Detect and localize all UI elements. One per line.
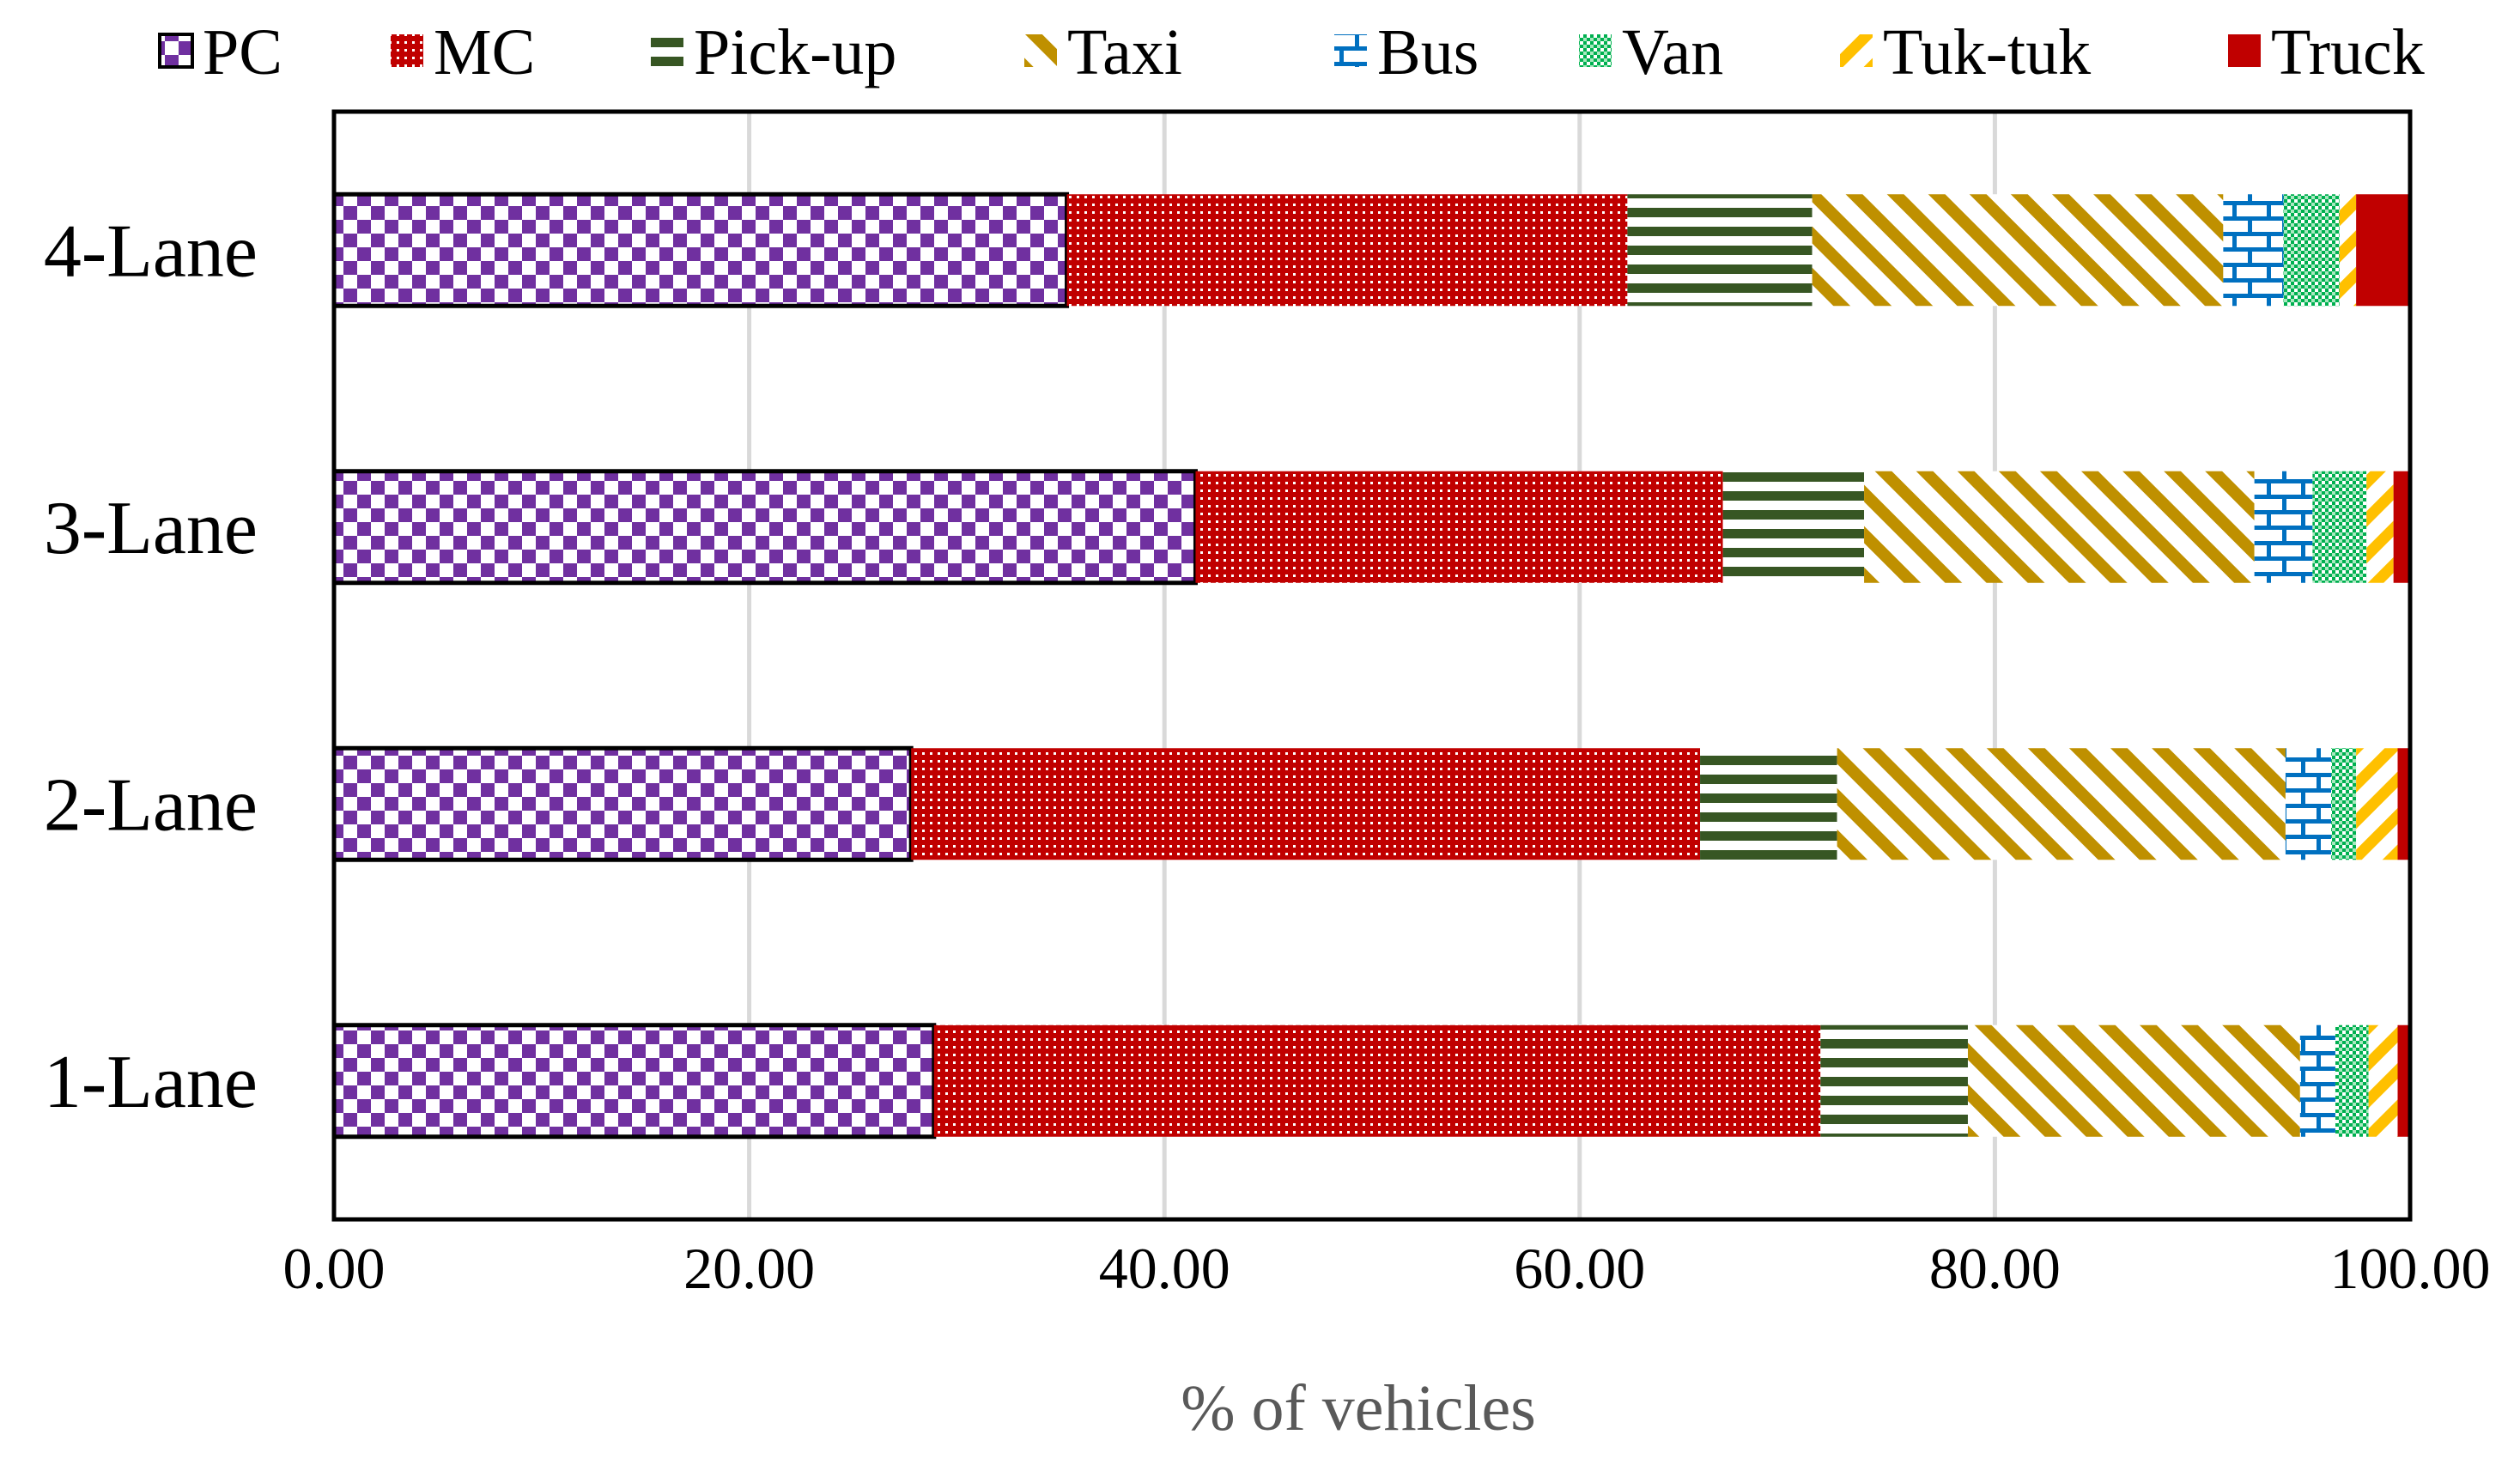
legend-swatch-taxi xyxy=(1024,34,1057,67)
bar-pick-up-1-lane xyxy=(1820,1024,1968,1137)
bar-van-1-lane xyxy=(2335,1024,2369,1137)
legend-label-mc: MC xyxy=(434,16,535,88)
bar-bus-3-lane xyxy=(2254,471,2313,583)
bar-bus-4-lane xyxy=(2223,194,2284,307)
bar-van-4-lane xyxy=(2283,194,2340,307)
x-tick-label-5: 100.00 xyxy=(2330,1236,2491,1301)
x-tick-labels: 0.00 20.00 40.00 60.00 80.00 100.00 xyxy=(283,1236,2491,1301)
category-label-3-lane: 3-Lane xyxy=(44,487,258,570)
bar-taxi-3-lane xyxy=(1864,471,2255,583)
legend-swatch-truck xyxy=(2228,34,2261,67)
bar-pc-1-lane xyxy=(331,1023,937,1140)
bars xyxy=(331,191,2410,1140)
legend-label-taxi: Taxi xyxy=(1067,16,1182,88)
legend-swatch-pick-up xyxy=(651,34,683,67)
bar-mc-2-lane xyxy=(911,748,1701,860)
bar-tuk-tuk-2-lane xyxy=(2356,748,2398,860)
bar-tuk-tuk-1-lane xyxy=(2368,1024,2398,1137)
bar-truck-1-lane xyxy=(2397,1024,2410,1137)
x-tick-label-3: 60.00 xyxy=(1514,1236,1645,1301)
legend-swatch-van xyxy=(1579,34,1612,67)
legend: PC MC Pick-up Taxi Bus Van Tuk-tuk Truck xyxy=(158,16,2425,88)
legend-label-tuk-tuk: Tuk-tuk xyxy=(1883,16,2091,88)
legend-swatch-pc xyxy=(158,33,194,69)
bar-van-2-lane xyxy=(2331,748,2357,860)
bar-mc-3-lane xyxy=(1195,471,1723,583)
legend-label-van: Van xyxy=(1622,16,1723,88)
bar-truck-2-lane xyxy=(2397,748,2410,860)
bar-taxi-2-lane xyxy=(1837,748,2286,860)
legend-label-truck: Truck xyxy=(2271,16,2425,88)
legend-label-bus: Bus xyxy=(1377,16,1479,88)
bar-pc-4-lane xyxy=(331,191,1070,308)
legend-label-pc: PC xyxy=(203,16,282,88)
bar-bus-1-lane xyxy=(2299,1024,2335,1137)
x-tick-label-1: 20.00 xyxy=(683,1236,815,1301)
bar-pick-up-2-lane xyxy=(1700,748,1837,860)
legend-swatch-mc xyxy=(391,34,423,67)
category-label-1-lane: 1-Lane xyxy=(44,1041,258,1124)
legend-label-pick-up: Pick-up xyxy=(694,16,896,88)
bar-tuk-tuk-4-lane xyxy=(2339,194,2357,307)
bar-tuk-tuk-3-lane xyxy=(2366,471,2394,583)
bar-van-3-lane xyxy=(2312,471,2367,583)
x-tick-label-0: 0.00 xyxy=(283,1236,386,1301)
bar-pick-up-3-lane xyxy=(1722,471,1865,583)
legend-swatch-bus xyxy=(1334,34,1367,67)
bar-pick-up-4-lane xyxy=(1627,194,1813,307)
legend-swatch-tuk-tuk xyxy=(1840,34,1873,67)
x-tick-label-2: 40.00 xyxy=(1099,1236,1230,1301)
bar-pc-3-lane xyxy=(331,469,1198,586)
x-tick-label-4: 80.00 xyxy=(1929,1236,2061,1301)
bar-bus-2-lane xyxy=(2285,748,2332,860)
x-axis-title: % of vehicles xyxy=(1181,1372,1536,1444)
bar-taxi-4-lane xyxy=(1812,194,2224,307)
bar-pc-2-lane xyxy=(331,745,914,862)
category-label-4-lane: 4-Lane xyxy=(44,210,258,293)
bar-truck-3-lane xyxy=(2393,471,2410,583)
bar-mc-1-lane xyxy=(933,1024,1821,1137)
bar-taxi-1-lane xyxy=(1967,1024,2300,1137)
bar-mc-4-lane xyxy=(1066,194,1628,307)
category-labels: 4-Lane 3-Lane 2-Lane 1-Lane xyxy=(44,210,258,1124)
category-label-2-lane: 2-Lane xyxy=(44,763,258,847)
bar-truck-4-lane xyxy=(2356,194,2410,307)
plot-area-frame xyxy=(331,109,2413,1222)
